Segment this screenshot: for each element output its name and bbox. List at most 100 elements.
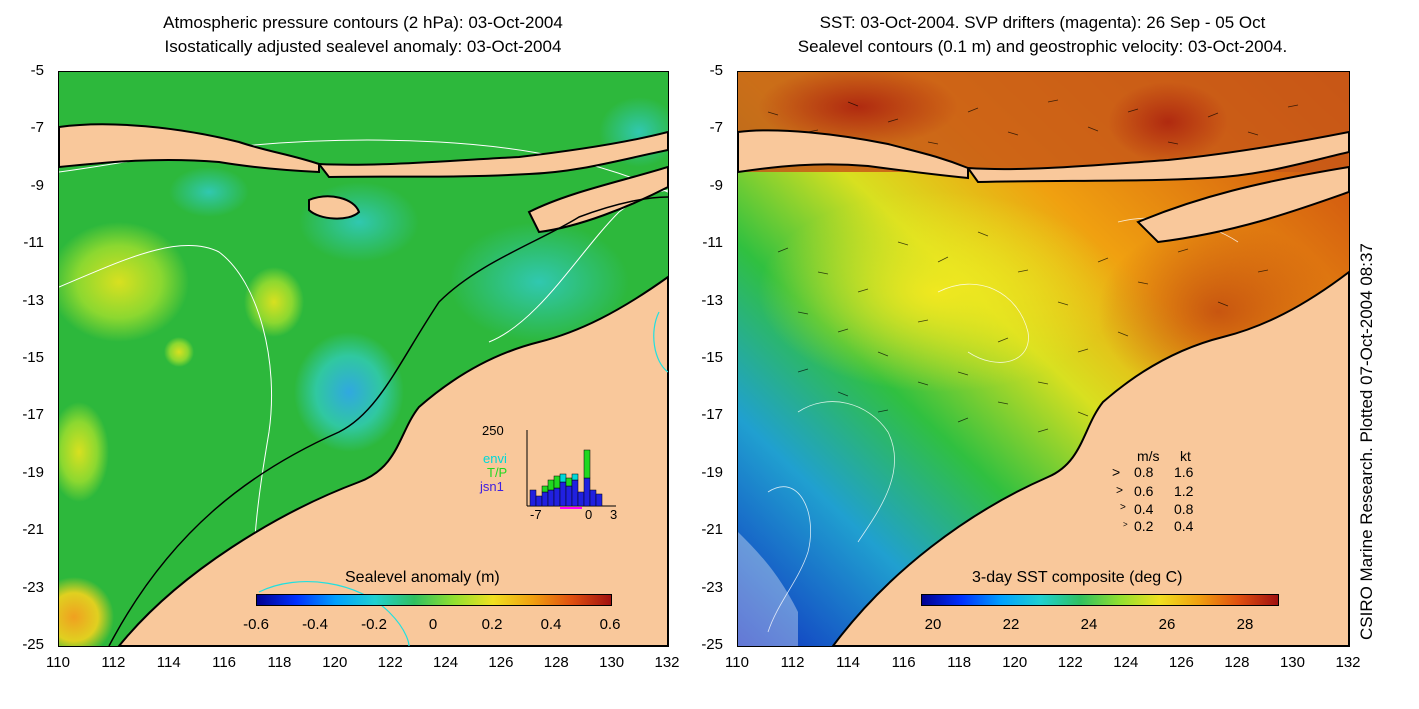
sla-colorbar-title: Sealevel anomaly (m)	[345, 569, 500, 586]
right-x-tick-label: 118	[947, 654, 972, 671]
left-y-tick-label: -9	[30, 176, 44, 194]
right-x-tick-label: 110	[725, 654, 749, 671]
sst-tick: 22	[1002, 616, 1020, 633]
legend-row-ms: 0.2	[1134, 518, 1154, 534]
legend-row-kt: 1.6	[1174, 464, 1194, 480]
left-x-tick-label: 124	[433, 654, 459, 671]
left-x-tick-label: 116	[212, 654, 237, 671]
inset-xtick: 0	[585, 507, 593, 522]
right-x-tick-label: 116	[891, 654, 916, 671]
timor-island	[1136, 165, 1349, 244]
right-x-tick-label: 114	[836, 654, 861, 671]
right-x-tick-label: 126	[1168, 654, 1194, 671]
java-bali-land	[59, 123, 320, 174]
right-x-tick-label: 120	[1002, 654, 1028, 671]
legend-header-kt: kt	[1180, 448, 1191, 464]
right-y-tick-label: -11	[702, 234, 723, 252]
left-y-tick-label: -11	[23, 234, 44, 252]
right-y-tick-label: -19	[701, 463, 723, 481]
left-y-tick-label: -13	[22, 291, 44, 309]
australia-land	[831, 270, 1349, 646]
legend-arrow: >	[1120, 502, 1126, 513]
sla-tick: 0.6	[599, 616, 621, 633]
timor-chain-land	[965, 130, 1349, 184]
left-y-tick-label: -25	[22, 636, 44, 653]
sst-tick: 20	[924, 616, 942, 633]
sla-tick: -0.4	[302, 616, 328, 633]
left-y-tick-label: -19	[22, 463, 44, 481]
right-x-tick-label: 130	[1279, 654, 1305, 671]
inset-series-envi: envi	[483, 451, 507, 466]
inset-xtick: 3	[610, 507, 618, 522]
right-x-tick-label: 128	[1224, 654, 1250, 671]
legend-row-kt: 0.8	[1174, 501, 1194, 517]
right-y-tick-label: -9	[709, 176, 723, 194]
right-x-tick-label: 132	[1335, 654, 1361, 671]
sla-tick: 0.4	[540, 616, 562, 633]
left-y-tick-label: -21	[22, 521, 44, 539]
sst-colorbar	[921, 594, 1279, 606]
timor-island	[527, 165, 668, 234]
sumba-island	[308, 195, 361, 220]
right-title-line1: SST: 03-Oct-2004. SVP drifters (magenta)…	[819, 13, 1266, 32]
left-x-tick-label: 130	[599, 654, 625, 671]
geostrophic-velocity-arrows	[767, 99, 1309, 433]
credit-text: CSIRO Marine Research. Plotted 07-Oct-20…	[1357, 243, 1376, 640]
left-x-tick-label: 110	[46, 654, 70, 671]
inset-series-tp: T/P	[487, 465, 508, 480]
sla-tick: 0.2	[481, 616, 503, 633]
right-x-tick-label: 122	[1057, 654, 1083, 671]
left-y-tick-label: -15	[22, 349, 44, 366]
inset-series-jsn1: jsn1	[480, 479, 504, 494]
left-x-tick-label: 112	[101, 654, 126, 671]
sla-tick: -0.6	[243, 616, 269, 633]
right-y-tick-label: -17	[701, 406, 723, 424]
right-y-tick-label: -25	[701, 636, 723, 653]
inset-top-value: 250	[482, 423, 504, 438]
right-y-tick-label: -15	[701, 349, 723, 366]
left-x-tick-label: 122	[377, 654, 403, 671]
left-x-tick-label: 132	[654, 654, 680, 671]
left-x-tick-label: 128	[543, 654, 569, 671]
right-y-tick-label: -5	[709, 62, 723, 79]
legend-arrow: >	[1123, 520, 1128, 529]
legend-arrow: >	[1116, 483, 1124, 497]
left-title-line2: Isostatically adjusted sealevel anomaly:…	[164, 37, 562, 56]
legend-row-ms: 0.6	[1134, 483, 1154, 499]
left-title-line1: Atmospheric pressure contours (2 hPa): 0…	[163, 13, 563, 32]
legend-row-kt: 1.2	[1174, 483, 1194, 499]
left-x-tick-label: 126	[488, 654, 514, 671]
left-x-tick-label: 120	[322, 654, 348, 671]
velocity-legend: m/s kt > 0.8 1.6 > 0.6 1.2 > 0.4 0.8 > 0…	[1110, 448, 1230, 538]
legend-row-ms: 0.8	[1134, 464, 1154, 480]
right-y-tick-label: -7	[709, 119, 723, 137]
sst-tick: 24	[1080, 616, 1098, 633]
left-y-tick-label: -7	[30, 119, 44, 137]
sst-tick: 28	[1236, 616, 1254, 633]
sst-tick: 26	[1158, 616, 1176, 633]
right-x-tick-label: 112	[780, 654, 805, 671]
timor-chain-land	[316, 130, 668, 179]
altimeter-inset: 250 envi T/P jsn1 -7 0 3	[480, 424, 630, 524]
legend-row-ms: 0.4	[1134, 501, 1154, 517]
sst-map	[737, 71, 1350, 647]
right-x-tick-label: 124	[1113, 654, 1139, 671]
sla-colorbar	[256, 594, 612, 606]
inset-xtick: -7	[530, 507, 542, 522]
right-title-line2: Sealevel contours (0.1 m) and geostrophi…	[797, 37, 1288, 56]
sla-tick: 0	[428, 616, 438, 633]
sealevel-anomaly-map	[58, 71, 669, 647]
legend-row-kt: 0.4	[1174, 518, 1194, 534]
cloud-mask-southwest	[738, 532, 798, 646]
australia-land	[117, 275, 668, 646]
left-x-tick-label: 114	[156, 654, 181, 671]
left-y-tick-label: -23	[22, 578, 44, 596]
legend-arrow: >	[1112, 464, 1121, 480]
sla-tick: -0.2	[361, 616, 387, 633]
java-bali-land	[738, 129, 969, 180]
sst-colorbar-title: 3-day SST composite (deg C)	[972, 569, 1183, 586]
right-y-tick-label: -13	[701, 291, 723, 309]
left-y-tick-label: -5	[30, 62, 44, 79]
left-y-tick-label: -17	[22, 406, 44, 424]
left-x-tick-label: 118	[267, 654, 292, 671]
